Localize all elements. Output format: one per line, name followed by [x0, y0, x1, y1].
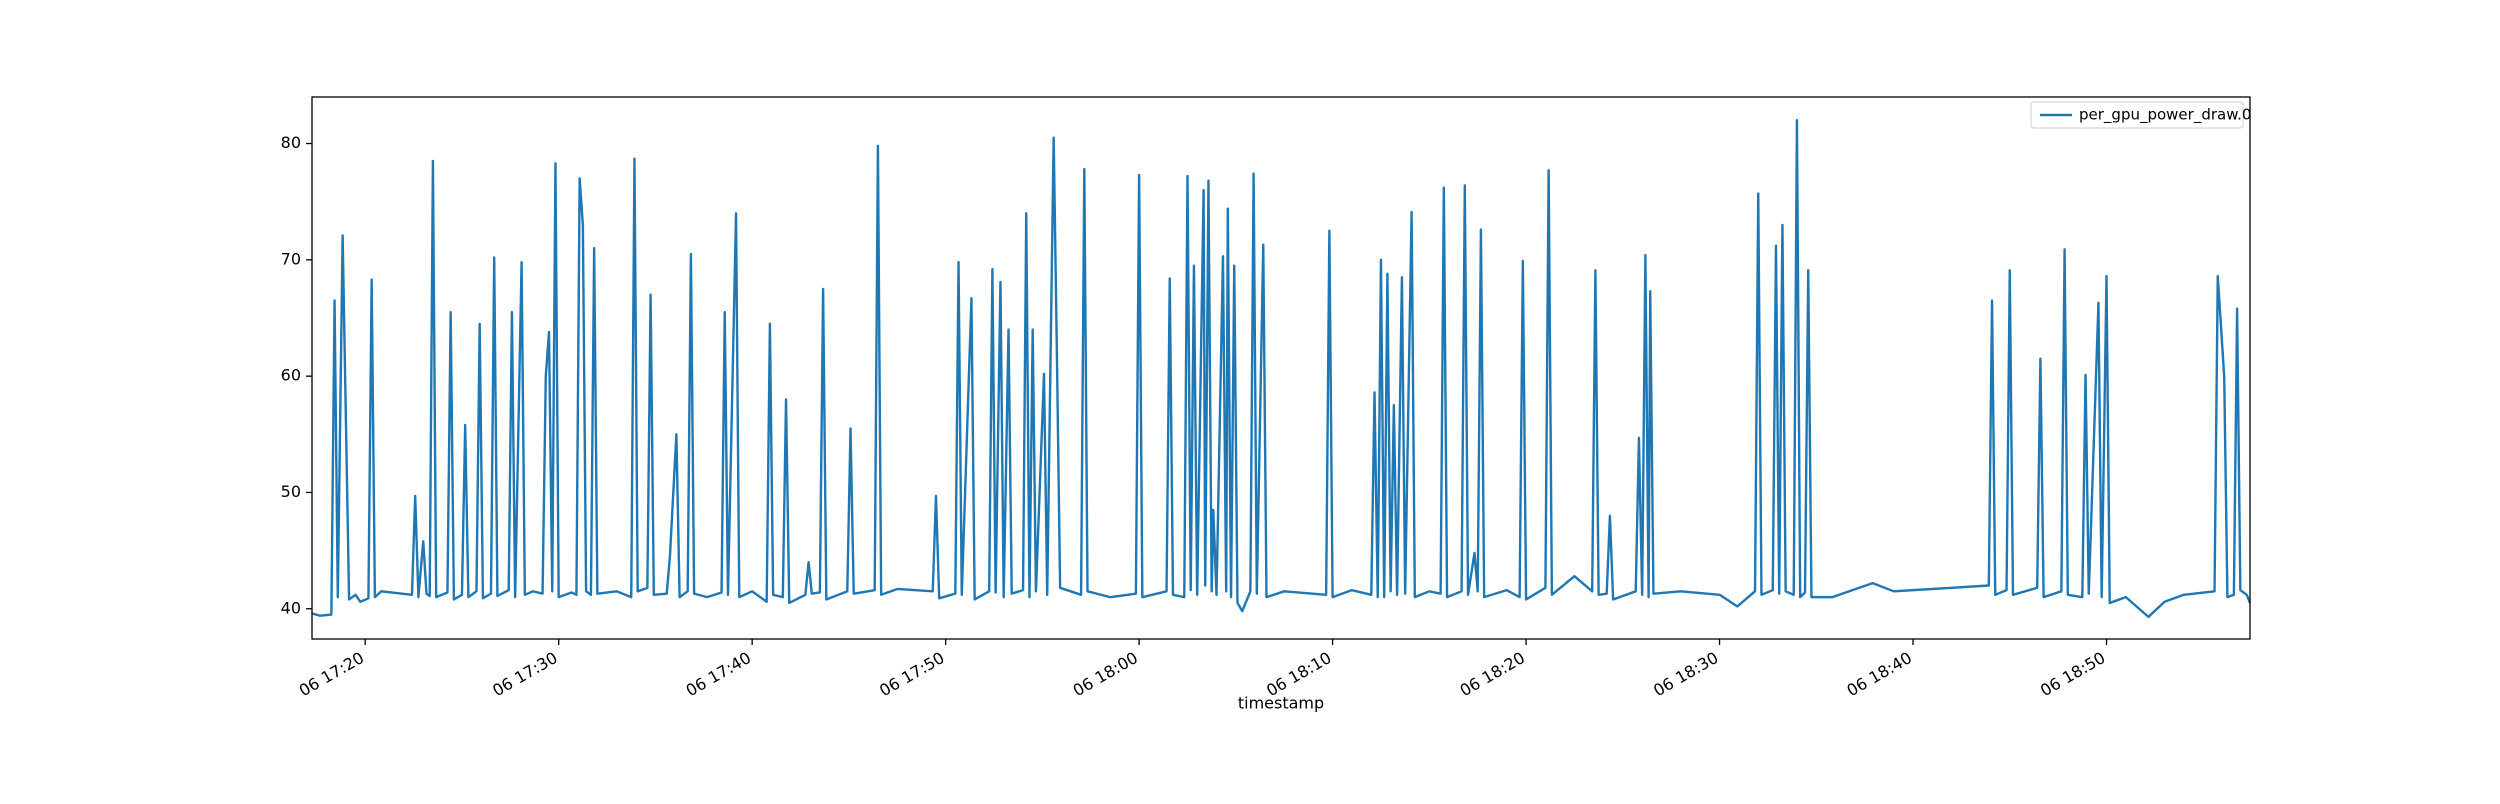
x-tick-label: 06 17:40 [683, 648, 754, 700]
y-tick-label: 80 [281, 133, 301, 152]
x-axis-label: timestamp [1238, 694, 1324, 713]
axes-frame [311, 96, 2251, 640]
x-tick-label: 06 17:20 [296, 648, 367, 700]
x-tick-label: 06 18:00 [1070, 648, 1141, 700]
x-tick-label: 06 17:30 [489, 648, 560, 700]
y-tick-label: 70 [281, 249, 301, 268]
x-tick-label: 06 17:50 [876, 648, 947, 700]
x-tick-label: 06 18:50 [2037, 648, 2108, 700]
x-tick-label: 06 18:30 [1650, 648, 1721, 700]
data-line [311, 119, 2252, 619]
legend-label: per_gpu_power_draw.0 [2079, 106, 2251, 125]
legend-box [2030, 101, 2244, 129]
x-tick-label: 06 18:20 [1457, 648, 1528, 700]
x-tick-label: 06 18:10 [1263, 648, 1334, 700]
y-tick-label: 60 [281, 366, 301, 385]
y-tick-label: 50 [281, 482, 301, 501]
y-tick-label: 40 [281, 598, 301, 617]
x-tick-label: 06 18:40 [1844, 648, 1915, 700]
